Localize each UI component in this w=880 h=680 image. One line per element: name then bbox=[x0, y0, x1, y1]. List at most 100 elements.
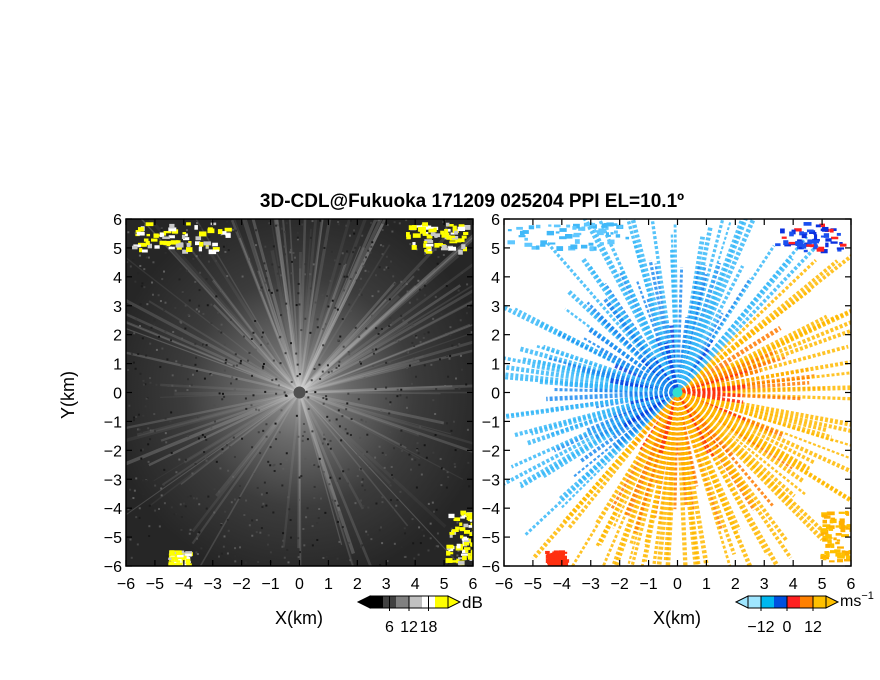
noise-speckle bbox=[389, 317, 392, 320]
echo-patch-cell bbox=[440, 230, 445, 235]
echo-patch-cell bbox=[445, 558, 453, 563]
velocity-echo-cell bbox=[570, 244, 578, 250]
noise-speckle bbox=[232, 436, 235, 439]
noise-speckle bbox=[367, 270, 370, 273]
noise-speckle bbox=[346, 275, 349, 278]
noise-speckle bbox=[390, 465, 393, 468]
noise-speckle bbox=[309, 287, 312, 290]
velocity-ray bbox=[676, 390, 851, 474]
noise-speckle bbox=[413, 344, 416, 347]
noise-speckle bbox=[406, 409, 409, 412]
noise-speckle bbox=[389, 323, 392, 326]
noise-speckle bbox=[148, 525, 151, 528]
noise-speckle bbox=[370, 245, 373, 248]
noise-speckle bbox=[347, 351, 350, 354]
velocity-echo-cell bbox=[839, 518, 845, 523]
noise-speckle bbox=[163, 270, 166, 273]
velocity-echo-cell bbox=[535, 224, 541, 229]
noise-speckle bbox=[304, 273, 307, 276]
velocity-ray bbox=[673, 224, 679, 393]
echo-patch-cell bbox=[452, 225, 457, 231]
velocity-echo-cell bbox=[830, 236, 839, 240]
right-echo-patches bbox=[507, 222, 851, 566]
noise-speckle bbox=[468, 485, 471, 488]
noise-speckle bbox=[276, 289, 279, 292]
reflectivity-ray bbox=[299, 391, 420, 437]
noise-speckle bbox=[363, 376, 366, 379]
echo-patch-cell bbox=[139, 248, 143, 253]
noise-speckle bbox=[243, 514, 246, 517]
noise-speckle bbox=[353, 232, 356, 235]
echo-patch-cell bbox=[430, 232, 436, 237]
reflectivity-ray bbox=[299, 391, 407, 449]
noise-speckle bbox=[219, 289, 222, 292]
reflectivity-ray bbox=[298, 391, 373, 566]
noise-speckle bbox=[467, 305, 470, 308]
reflectivity-ray bbox=[299, 388, 455, 394]
noise-speckle bbox=[430, 363, 433, 366]
noise-speckle bbox=[341, 252, 344, 255]
velocity-echo-cell bbox=[833, 537, 837, 541]
noise-speckle bbox=[311, 525, 314, 528]
noise-speckle bbox=[389, 499, 392, 502]
reflectivity-ray bbox=[299, 349, 473, 394]
reflectivity-ray bbox=[196, 232, 301, 394]
noise-speckle bbox=[425, 456, 428, 459]
velocity-echo-cell bbox=[528, 225, 535, 230]
noise-speckle bbox=[174, 389, 177, 392]
noise-speckle bbox=[292, 251, 295, 254]
velocity-ray bbox=[589, 327, 679, 395]
echo-patch-cell bbox=[426, 234, 433, 239]
noise-speckle bbox=[442, 468, 445, 471]
noise-speckle bbox=[289, 519, 292, 522]
noise-speckle bbox=[235, 378, 238, 381]
y-tick-label: 1 bbox=[491, 357, 500, 374]
noise-speckle bbox=[255, 519, 258, 522]
radar-center-marker bbox=[293, 386, 306, 399]
noise-speckle bbox=[290, 342, 293, 345]
noise-speckle bbox=[220, 552, 223, 555]
noise-speckle bbox=[255, 408, 258, 411]
x-tick-label: −5 bbox=[146, 576, 164, 593]
noise-speckle bbox=[205, 438, 208, 441]
reflectivity-ray bbox=[257, 270, 301, 393]
noise-speckle bbox=[362, 504, 365, 507]
y-tick-label: −5 bbox=[482, 530, 500, 547]
noise-speckle bbox=[470, 331, 473, 334]
noise-speckle bbox=[128, 404, 131, 407]
noise-speckle bbox=[446, 471, 449, 474]
reflectivity-ray bbox=[161, 391, 301, 486]
noise-speckle bbox=[301, 439, 304, 442]
echo-patch-cell bbox=[455, 526, 460, 530]
noise-speckle bbox=[424, 284, 427, 287]
noise-speckle bbox=[206, 304, 209, 307]
noise-speckle bbox=[359, 360, 362, 363]
noise-speckle bbox=[163, 309, 166, 312]
noise-speckle bbox=[263, 481, 266, 484]
noise-speckle bbox=[144, 405, 147, 408]
noise-speckle bbox=[269, 464, 272, 467]
velocity-echo-cell bbox=[837, 248, 842, 252]
noise-speckle bbox=[224, 250, 227, 253]
noise-speckle bbox=[220, 323, 223, 326]
noise-speckle bbox=[357, 398, 360, 401]
noise-speckle bbox=[295, 414, 298, 417]
velocity-echo-cell bbox=[825, 526, 830, 530]
reflectivity-ray bbox=[297, 219, 368, 394]
noise-speckle bbox=[318, 363, 321, 366]
noise-speckle bbox=[255, 531, 258, 534]
velocity-echo-cell bbox=[599, 242, 604, 246]
reflectivity-ray bbox=[148, 300, 301, 394]
noise-speckle bbox=[254, 348, 257, 351]
noise-speckle bbox=[137, 353, 140, 356]
noise-speckle bbox=[456, 521, 459, 524]
velocity-echo-cell bbox=[822, 554, 830, 560]
noise-speckle bbox=[360, 545, 363, 548]
noise-speckle bbox=[316, 326, 319, 329]
noise-speckle bbox=[305, 516, 308, 519]
noise-speckle bbox=[371, 348, 374, 351]
noise-speckle bbox=[149, 381, 152, 384]
noise-speckle bbox=[301, 434, 304, 437]
noise-speckle bbox=[283, 556, 286, 559]
echo-patch-cell bbox=[199, 241, 204, 247]
